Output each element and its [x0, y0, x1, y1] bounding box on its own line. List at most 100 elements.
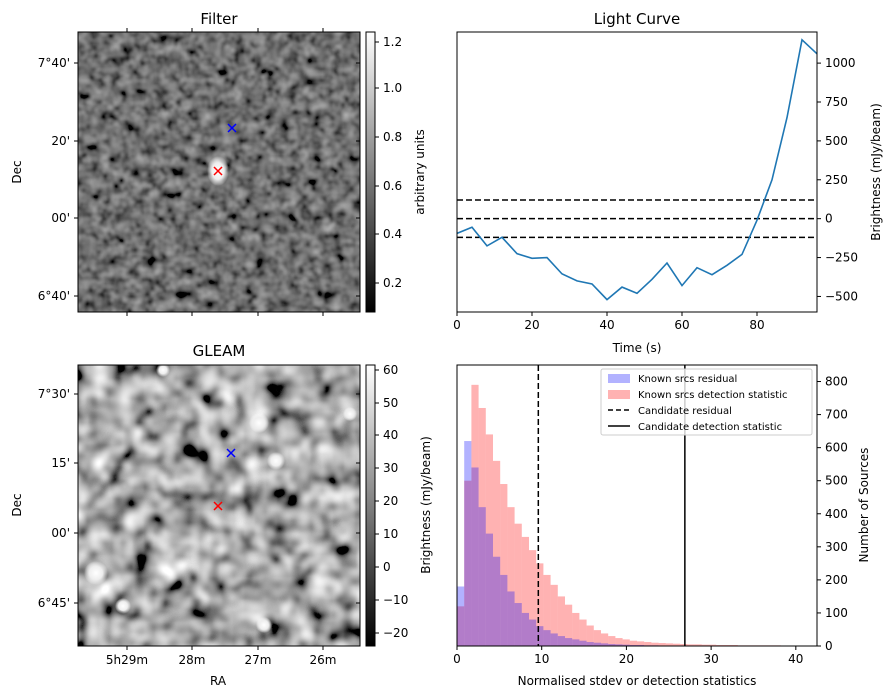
gleam-cb-tick-6: 0 [383, 560, 391, 574]
gleam-cb-tick-0: 60 [383, 363, 398, 377]
hist-ytick-0: 0 [825, 639, 833, 653]
hist-bar-residual [557, 636, 565, 646]
gleam-ytick-2: 00' [51, 526, 70, 540]
hist-bar-detection [709, 644, 717, 646]
hist-bar-residual [579, 640, 587, 646]
lc-ytick-5: 750 [825, 95, 848, 109]
gleam-cb-tick-1: 50 [383, 396, 398, 410]
hist-bar-residual [493, 556, 501, 646]
hist-bar-detection [601, 633, 609, 646]
gleam-xtick-3: 26m [310, 653, 337, 667]
filter-ytick-3: 6°40' [38, 289, 70, 303]
gleam-blue-marker [226, 448, 236, 458]
gleam-panel: GLEAM 7°30' 15' 00' 6°45' [10, 342, 433, 688]
lc-series-line [456, 38, 818, 301]
hist-bar-detection [651, 642, 659, 646]
gleam-title: GLEAM [193, 342, 246, 360]
hist-legend: Known srcs residual Known srcs detection… [600, 368, 813, 436]
filter-colorbar [365, 31, 376, 313]
lc-ytick-2: 0 [825, 212, 833, 226]
hist-ytick-8: 800 [825, 375, 848, 389]
hist-ytick-4: 400 [825, 507, 848, 521]
legend-swatch-residual [608, 374, 630, 383]
hist-bar-residual [593, 642, 601, 646]
lc-title: Light Curve [594, 10, 680, 28]
hist-bar-residual [471, 467, 479, 646]
hist-ytick-6: 600 [825, 441, 848, 455]
hist-bar-residual [608, 644, 616, 646]
filter-cb-tick-5: 0.2 [383, 276, 402, 290]
filter-title: Filter [200, 10, 238, 28]
filter-blue-marker [227, 123, 237, 133]
lc-xtick-4: 80 [749, 318, 764, 332]
filter-cb-tick-2: 0.8 [383, 130, 402, 144]
hist-bar-residual [521, 612, 529, 646]
hist-bar-residual [536, 626, 544, 646]
lc-ytick-3: 250 [825, 173, 848, 187]
hist-bar-detection [644, 642, 652, 646]
gleam-cb-tick-3: 30 [383, 461, 398, 475]
hist-bar-detection [622, 639, 630, 646]
hist-bar-residual [507, 591, 515, 646]
hist-bar-detection [485, 434, 493, 646]
filter-ylabel: Dec [10, 160, 24, 183]
hist-bar-detection [507, 507, 515, 646]
filter-cb-tick-4: 0.4 [383, 227, 402, 241]
hist-ylabel: Number of Sources [857, 448, 871, 563]
filter-ytick-1: 20' [51, 134, 70, 148]
hist-bar-detection [464, 480, 472, 646]
hist-xtick-3: 30 [703, 652, 718, 666]
filter-cb-tick-3: 0.6 [383, 179, 402, 193]
hist-bar-detection [550, 584, 558, 646]
hist-bar-detection [665, 643, 673, 646]
hist-bar-detection [615, 638, 623, 646]
lc-ytick-0: −500 [825, 289, 858, 303]
hist-bar-residual [601, 643, 609, 646]
hist-bar-detection [493, 460, 501, 646]
lc-xtick-3: 60 [674, 318, 689, 332]
hist-bar-detection [521, 536, 529, 646]
hist-bar-detection [565, 604, 573, 646]
hist-bar-detection [478, 407, 486, 646]
hist-ytick-3: 300 [825, 540, 848, 554]
gleam-colorbar [365, 364, 376, 647]
hist-bar-detection [536, 563, 544, 646]
gleam-xtick-1: 28m [179, 653, 206, 667]
filter-ytick-2: 00' [51, 211, 70, 225]
hist-bar-residual [529, 619, 537, 646]
hist-bar-detection [694, 644, 702, 646]
gleam-cb-tick-2: 40 [383, 428, 398, 442]
hist-bar-residual [622, 644, 630, 646]
hist-bar-detection [529, 550, 537, 646]
legend-label-detection: Known srcs detection statistic [638, 390, 787, 401]
hist-xtick-0: 0 [453, 652, 461, 666]
filter-panel: Filter 7°40' 20' 00' 6°40' [10, 10, 427, 316]
hist-bar-detection [673, 643, 681, 646]
hist-bar-detection [586, 625, 594, 646]
hist-ytick-2: 200 [825, 573, 848, 587]
lc-ytick-1: −250 [825, 251, 858, 265]
gleam-cb-tick-5: 10 [383, 527, 398, 541]
hist-bar-residual [478, 507, 486, 646]
hist-xlabel: Normalised stdev or detection statistics [518, 674, 757, 688]
hist-xtick-1: 10 [534, 652, 549, 666]
gleam-xtick-2: 27m [245, 653, 272, 667]
filter-cb-tick-1: 1.0 [383, 81, 402, 95]
hist-bar-detection [680, 644, 688, 646]
hist-bar-detection [500, 484, 508, 646]
filter-cb-label: arbitrary units [413, 129, 427, 215]
filter-ytick-0: 7°40' [38, 56, 70, 70]
hist-bar-residual [586, 642, 594, 646]
gleam-cb-tick-7: −10 [383, 593, 408, 607]
hist-xtick-2: 20 [619, 652, 634, 666]
hist-bar-detection [637, 641, 645, 646]
hist-bar-residual [550, 633, 558, 646]
legend-label-candidate-residual: Candidate residual [638, 406, 732, 417]
filter-cb-tick-0: 1.2 [383, 35, 402, 49]
gleam-cb-tick-8: −20 [383, 626, 408, 640]
lc-ytick-6: 1000 [825, 56, 856, 70]
filter-red-marker [213, 166, 223, 176]
hist-xtick-4: 40 [788, 652, 803, 666]
